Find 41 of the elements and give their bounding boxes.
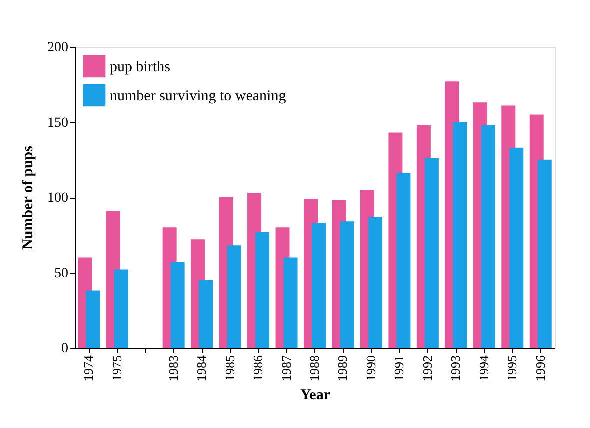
y-tick-label: 100 [48, 191, 68, 206]
bar [510, 148, 524, 348]
x-tick-label: 1991 [392, 356, 407, 382]
legend-label: pup births [110, 60, 171, 76]
bar [538, 160, 552, 348]
x-tick-label: 1990 [363, 356, 378, 382]
x-tick-label: 1984 [194, 355, 210, 382]
bar [481, 125, 496, 348]
x-tick-label: 1995 [504, 356, 520, 382]
y-tick-label: 0 [62, 342, 68, 356]
x-tick-label: 1993 [448, 356, 464, 382]
y-tick-label: 150 [48, 116, 68, 131]
bar [114, 270, 128, 348]
x-tick-label: 1975 [109, 356, 124, 382]
bar [256, 232, 270, 348]
bar [453, 122, 468, 348]
bar [227, 246, 242, 348]
x-tick-label: 1992 [420, 356, 435, 382]
x-axis-title: Year [300, 388, 331, 404]
x-tick-label: 1985 [222, 356, 238, 382]
x-tick-label: 1987 [278, 355, 294, 382]
x-tick-label: 1983 [166, 356, 181, 382]
bar [368, 217, 382, 348]
y-tick-label: 200 [48, 40, 68, 56]
bar [170, 262, 185, 348]
bar [340, 222, 354, 348]
bar [284, 258, 298, 348]
x-tick-label: 1988 [307, 356, 322, 382]
x-tick-label: 1974 [81, 355, 96, 382]
x-tick-label: 1994 [476, 355, 492, 382]
bar [424, 158, 439, 348]
bar [396, 173, 411, 348]
y-tick-label: 50 [54, 266, 68, 282]
x-tick-label: 1996 [532, 355, 548, 382]
bar [199, 280, 214, 348]
y-axis-title: Number of pups [20, 146, 36, 250]
bar [86, 290, 100, 348]
x-tick-label: 1989 [335, 356, 350, 382]
legend-label: number surviving to weaning [110, 88, 287, 104]
x-tick-label: 1986 [250, 355, 266, 382]
bar [312, 223, 326, 348]
